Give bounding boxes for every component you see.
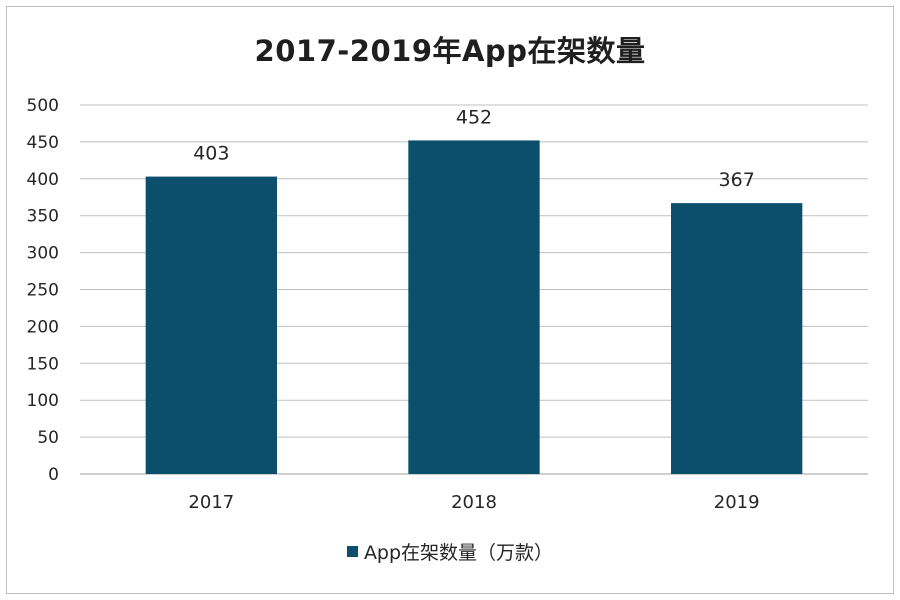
data-label: 367 — [719, 169, 755, 191]
y-tick-label: 350 — [27, 207, 59, 227]
y-tick-label: 0 — [48, 465, 59, 485]
y-tick-label: 450 — [27, 133, 59, 153]
y-tick-label: 100 — [27, 391, 59, 411]
y-tick-label: 250 — [27, 281, 59, 301]
x-tick-label: 2018 — [451, 492, 497, 513]
y-tick-label: 200 — [27, 317, 59, 337]
y-tick-label: 50 — [37, 428, 59, 448]
bars — [145, 140, 803, 475]
y-axis-ticks: 0 50 100 150 200 250 300 350 400 450 500 — [27, 96, 59, 485]
legend-label: App在架数量（万款） — [363, 542, 554, 564]
chart-title: 2017-2019年App在架数量 — [254, 34, 646, 68]
data-label: 452 — [456, 106, 492, 128]
legend-swatch — [346, 546, 358, 557]
data-labels: 403 452 367 — [193, 106, 755, 191]
y-tick-label: 400 — [27, 170, 59, 190]
data-label: 403 — [193, 143, 229, 165]
legend: App在架数量（万款） — [0, 538, 900, 565]
bar — [408, 140, 540, 474]
y-tick-label: 300 — [27, 244, 59, 264]
bar — [671, 203, 803, 475]
x-tick-label: 2017 — [188, 492, 234, 513]
y-tick-label: 150 — [27, 354, 59, 374]
x-tick-label: 2019 — [714, 492, 760, 513]
bar — [145, 176, 277, 474]
x-axis-ticks: 2017 2018 2019 — [188, 492, 759, 513]
y-tick-label: 500 — [27, 96, 59, 116]
